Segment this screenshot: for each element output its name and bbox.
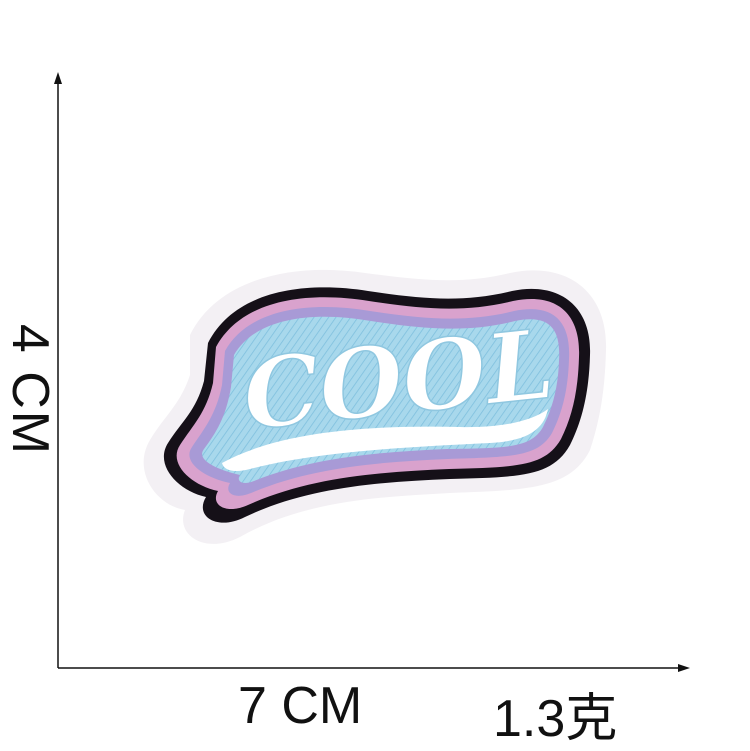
cool-patch-image: COOL bbox=[130, 255, 610, 545]
vertical-axis-arrow bbox=[54, 72, 62, 84]
horizontal-axis-arrow bbox=[678, 664, 690, 672]
patch-swoosh bbox=[222, 409, 548, 471]
width-label: 7 CM bbox=[238, 677, 363, 735]
height-label: 4 CM bbox=[1, 323, 59, 457]
weight-label: 1.3克 bbox=[493, 690, 618, 748]
patch-graphic: COOL bbox=[143, 269, 607, 544]
